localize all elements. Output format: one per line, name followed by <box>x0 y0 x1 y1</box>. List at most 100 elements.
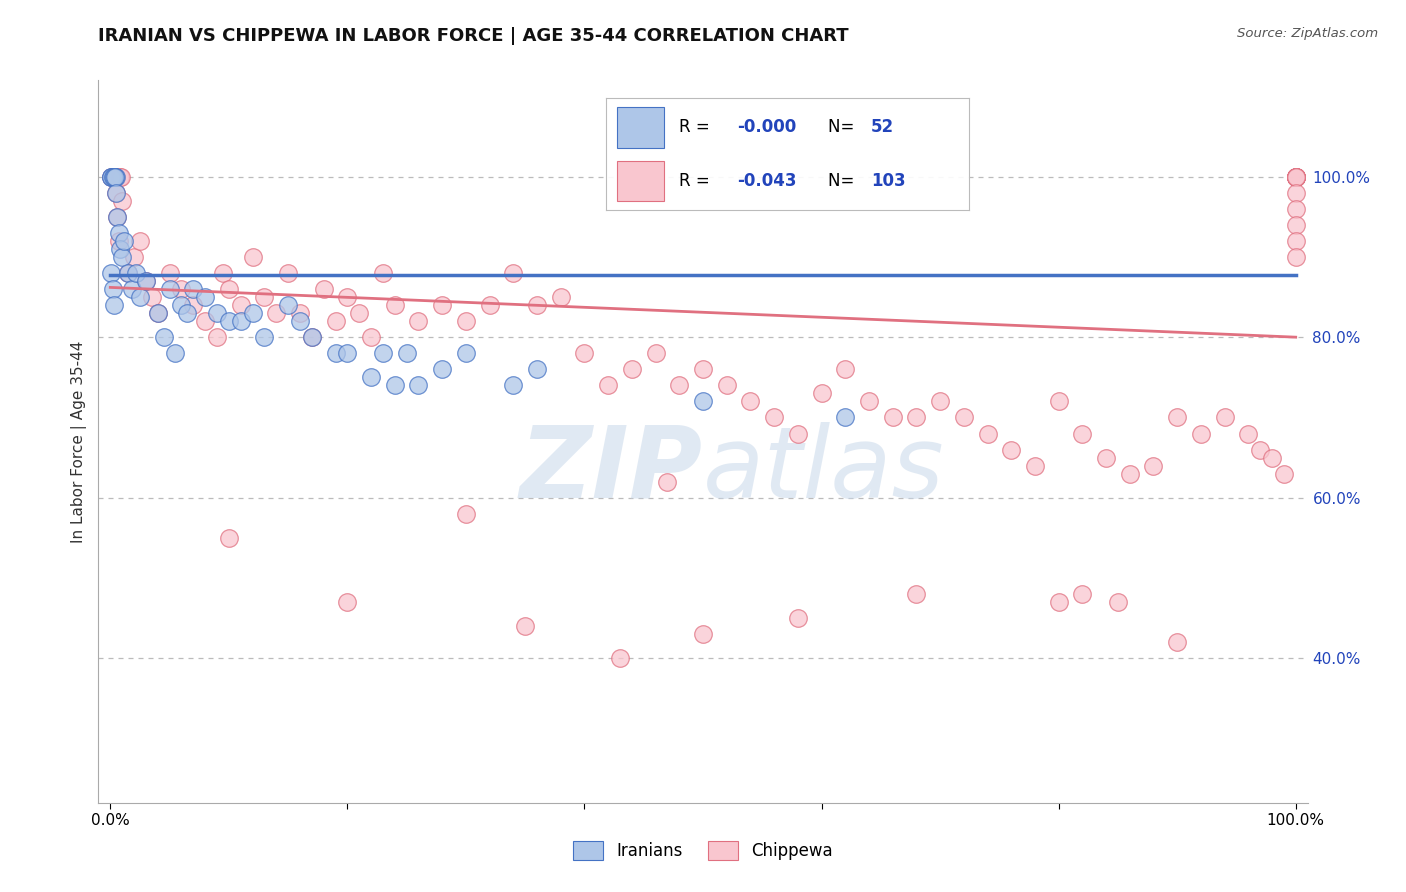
Point <box>1107 595 1129 609</box>
Point <box>952 410 974 425</box>
Point <box>181 282 204 296</box>
Point <box>325 314 347 328</box>
Point <box>858 394 880 409</box>
Point <box>668 378 690 392</box>
Point <box>502 266 524 280</box>
Point <box>692 394 714 409</box>
Point <box>100 169 122 184</box>
Point <box>1285 186 1308 200</box>
Point <box>325 346 347 360</box>
Point <box>1071 587 1094 601</box>
Point <box>170 298 193 312</box>
Point <box>117 266 139 280</box>
Point <box>1285 202 1308 216</box>
Point <box>786 426 808 441</box>
Point <box>1285 169 1308 184</box>
Point <box>108 169 131 184</box>
Point <box>125 266 148 280</box>
Point <box>218 531 240 545</box>
Point <box>194 314 217 328</box>
Point <box>159 282 181 296</box>
Point <box>1285 169 1308 184</box>
Point <box>478 298 501 312</box>
Point <box>1249 442 1271 457</box>
Point <box>976 426 998 441</box>
Point <box>1166 410 1188 425</box>
Point <box>277 298 299 312</box>
Point <box>336 290 359 304</box>
Text: Source: ZipAtlas.com: Source: ZipAtlas.com <box>1237 27 1378 40</box>
Point <box>129 290 152 304</box>
Point <box>111 250 134 264</box>
Point <box>242 250 264 264</box>
Point <box>152 330 174 344</box>
Point <box>740 394 762 409</box>
Point <box>101 169 124 184</box>
Point <box>122 250 145 264</box>
Point <box>1285 218 1308 232</box>
Point <box>395 346 418 360</box>
Point <box>1285 169 1308 184</box>
Point <box>1285 250 1308 264</box>
Point <box>384 298 406 312</box>
Legend: Iranians, Chippewa: Iranians, Chippewa <box>567 834 839 867</box>
Point <box>146 306 169 320</box>
Point <box>810 386 832 401</box>
Point <box>905 410 928 425</box>
Point <box>105 186 128 200</box>
Point <box>104 169 127 184</box>
Point <box>212 266 235 280</box>
Point <box>103 298 125 312</box>
Point <box>336 346 359 360</box>
Point <box>205 330 228 344</box>
Point <box>408 378 430 392</box>
Point <box>103 169 125 184</box>
Point <box>1285 234 1308 248</box>
Point <box>692 627 714 641</box>
Point <box>103 169 125 184</box>
Point <box>1166 635 1188 649</box>
Point <box>1213 410 1236 425</box>
Point <box>114 234 136 248</box>
Point <box>454 346 477 360</box>
Point <box>347 306 370 320</box>
Point <box>1285 169 1308 184</box>
Point <box>609 651 631 665</box>
Point <box>1272 467 1295 481</box>
Point <box>371 346 394 360</box>
Point <box>101 169 124 184</box>
Point <box>100 169 122 184</box>
Point <box>371 266 394 280</box>
Point <box>408 314 430 328</box>
Point <box>716 378 738 392</box>
Point <box>288 306 311 320</box>
Point <box>135 274 157 288</box>
Point <box>515 619 537 633</box>
Point <box>336 595 359 609</box>
Point <box>882 410 904 425</box>
Point <box>1237 426 1260 441</box>
Point <box>111 194 134 208</box>
Point <box>526 362 548 376</box>
Point <box>107 234 129 248</box>
Point <box>454 507 477 521</box>
Point <box>117 266 139 280</box>
Point <box>104 169 127 184</box>
Point <box>1285 169 1308 184</box>
Point <box>105 210 128 224</box>
Point <box>165 346 187 360</box>
Point <box>129 234 152 248</box>
Point <box>834 362 856 376</box>
Point <box>159 266 181 280</box>
Point <box>205 306 228 320</box>
Point <box>1285 169 1308 184</box>
Point <box>526 298 548 312</box>
Point <box>100 169 122 184</box>
Text: ZIP: ZIP <box>520 422 703 519</box>
Point <box>550 290 572 304</box>
Point <box>242 306 264 320</box>
Point <box>101 282 124 296</box>
Point <box>105 210 128 224</box>
Point <box>101 169 124 184</box>
Point <box>692 362 714 376</box>
